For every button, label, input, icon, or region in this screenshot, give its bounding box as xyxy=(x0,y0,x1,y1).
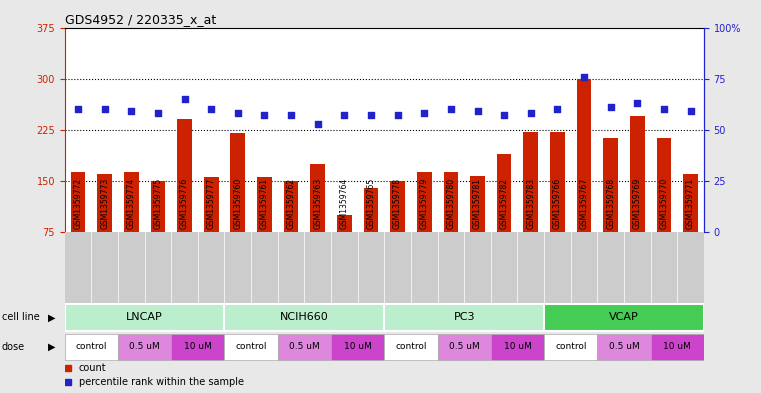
Point xyxy=(658,106,670,112)
Bar xyxy=(118,334,171,360)
Bar xyxy=(224,334,278,360)
Text: control: control xyxy=(395,342,427,351)
Text: PC3: PC3 xyxy=(454,312,475,322)
Point xyxy=(231,110,244,116)
Bar xyxy=(151,181,165,232)
Bar xyxy=(657,138,671,232)
Bar xyxy=(444,172,458,232)
Point xyxy=(98,106,111,112)
Bar xyxy=(204,177,218,232)
Text: LNCAP: LNCAP xyxy=(126,312,163,322)
Bar xyxy=(284,181,298,232)
Bar xyxy=(364,187,378,232)
Point xyxy=(178,96,190,102)
Point xyxy=(578,73,590,80)
Point xyxy=(205,106,218,112)
Bar xyxy=(224,304,384,331)
Point xyxy=(391,112,403,119)
Text: percentile rank within the sample: percentile rank within the sample xyxy=(78,377,244,387)
Text: 0.5 uM: 0.5 uM xyxy=(289,342,320,351)
Text: ▶: ▶ xyxy=(48,342,56,352)
Bar xyxy=(577,79,591,232)
Bar xyxy=(171,334,224,360)
Bar xyxy=(544,334,597,360)
Bar xyxy=(65,334,118,360)
Text: NCIH660: NCIH660 xyxy=(280,312,329,322)
Text: cell line: cell line xyxy=(2,312,40,322)
Text: control: control xyxy=(235,342,267,351)
Bar xyxy=(524,132,538,232)
Point xyxy=(312,120,324,127)
Point xyxy=(524,110,537,116)
Text: control: control xyxy=(75,342,107,351)
Bar xyxy=(390,181,405,232)
Point xyxy=(498,112,510,119)
Text: 10 uM: 10 uM xyxy=(664,342,691,351)
Bar xyxy=(544,304,704,331)
Bar xyxy=(384,304,544,331)
Point xyxy=(604,104,616,110)
Text: count: count xyxy=(78,364,107,373)
Bar xyxy=(177,119,192,232)
Point xyxy=(419,110,431,116)
Bar xyxy=(257,177,272,232)
Bar xyxy=(438,334,491,360)
Point xyxy=(444,106,457,112)
Text: 0.5 uM: 0.5 uM xyxy=(129,342,160,351)
Bar xyxy=(337,215,352,232)
Bar xyxy=(331,334,384,360)
Bar xyxy=(97,174,112,232)
Bar xyxy=(384,334,438,360)
Bar xyxy=(497,154,511,232)
Bar xyxy=(417,172,431,232)
Bar xyxy=(550,132,565,232)
Point xyxy=(285,112,297,119)
Text: 10 uM: 10 uM xyxy=(344,342,371,351)
Point xyxy=(631,100,643,106)
Text: 10 uM: 10 uM xyxy=(504,342,531,351)
Bar xyxy=(491,334,544,360)
Bar xyxy=(231,133,245,232)
Bar xyxy=(603,138,618,232)
Point xyxy=(338,112,350,119)
Point xyxy=(684,108,696,114)
Point xyxy=(471,108,484,114)
Point xyxy=(125,108,137,114)
Text: 0.5 uM: 0.5 uM xyxy=(609,342,639,351)
Point xyxy=(258,112,271,119)
Text: ▶: ▶ xyxy=(48,312,56,322)
Bar xyxy=(310,164,325,232)
Point xyxy=(551,106,563,112)
Bar xyxy=(630,116,645,232)
Bar xyxy=(278,334,331,360)
Bar xyxy=(470,176,485,232)
Bar xyxy=(71,172,85,232)
Bar xyxy=(597,334,651,360)
Text: 10 uM: 10 uM xyxy=(184,342,212,351)
Bar xyxy=(65,304,224,331)
Text: GDS4952 / 220335_x_at: GDS4952 / 220335_x_at xyxy=(65,13,216,26)
Bar xyxy=(683,174,698,232)
Text: VCAP: VCAP xyxy=(609,312,639,322)
Point xyxy=(365,112,377,119)
Bar xyxy=(651,334,704,360)
Point xyxy=(72,106,84,112)
Text: dose: dose xyxy=(2,342,24,352)
Text: control: control xyxy=(555,342,587,351)
Text: 0.5 uM: 0.5 uM xyxy=(449,342,479,351)
Point xyxy=(151,110,164,116)
Bar xyxy=(124,172,139,232)
